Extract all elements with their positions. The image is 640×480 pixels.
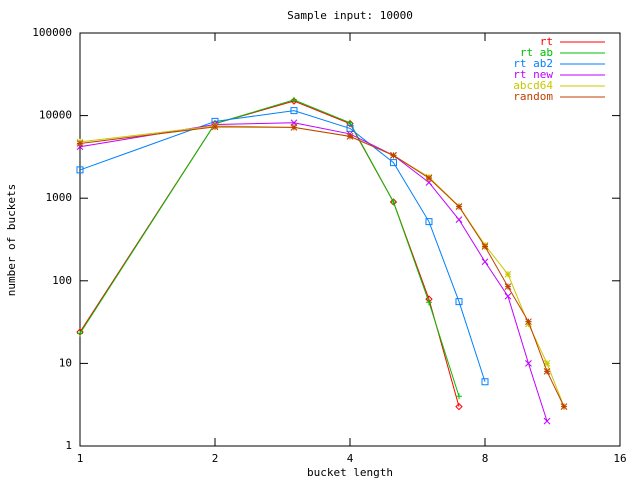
chart-title: Sample input: 10000 — [287, 9, 413, 22]
point — [525, 318, 532, 326]
point — [560, 403, 568, 410]
point — [425, 299, 432, 306]
legend-label: abcd64 — [513, 79, 553, 92]
point — [425, 218, 433, 226]
point — [290, 124, 298, 131]
point — [425, 174, 433, 182]
point — [77, 330, 83, 337]
point — [455, 216, 463, 223]
y-tick-label: 1 — [65, 439, 72, 452]
point — [290, 96, 297, 103]
point — [211, 123, 219, 131]
point — [389, 159, 397, 167]
y-tick-label: 10000 — [39, 109, 72, 122]
point — [543, 360, 551, 367]
y-tick-label: 100000 — [32, 26, 72, 39]
point — [481, 378, 489, 386]
point — [481, 258, 489, 266]
y-tick-label: 10 — [59, 356, 72, 369]
point — [76, 143, 84, 151]
point — [504, 270, 512, 278]
point — [346, 133, 354, 140]
point — [543, 417, 551, 425]
point — [504, 283, 512, 290]
point — [290, 107, 298, 115]
legend-label: rt ab — [520, 46, 553, 59]
point — [543, 368, 551, 375]
x-tick-label: 4 — [347, 452, 354, 465]
y-tick-label: 100 — [52, 274, 72, 287]
point — [76, 166, 84, 174]
legend-label: rt — [540, 35, 553, 48]
point — [455, 203, 463, 211]
y-tick-label: 1000 — [46, 191, 73, 204]
x-tick-label: 2 — [212, 452, 219, 465]
x-tick-label: 8 — [482, 452, 489, 465]
point — [76, 140, 84, 147]
point — [525, 360, 532, 367]
point — [455, 298, 463, 306]
series-line — [79, 126, 565, 407]
point — [455, 402, 463, 411]
point — [347, 119, 353, 126]
x-tick-label: 16 — [613, 452, 626, 465]
point — [455, 393, 462, 400]
point — [481, 243, 489, 250]
point — [390, 152, 397, 159]
point — [390, 198, 397, 205]
x-axis-label: bucket length — [307, 466, 393, 479]
legend-label: rt new — [513, 68, 553, 81]
x-tick-label: 1 — [77, 452, 84, 465]
point — [504, 292, 512, 300]
point — [389, 198, 398, 206]
legend-label: rt ab2 — [513, 57, 553, 70]
y-axis-label: number of buckets — [5, 184, 18, 297]
legend-label: random — [513, 90, 553, 103]
